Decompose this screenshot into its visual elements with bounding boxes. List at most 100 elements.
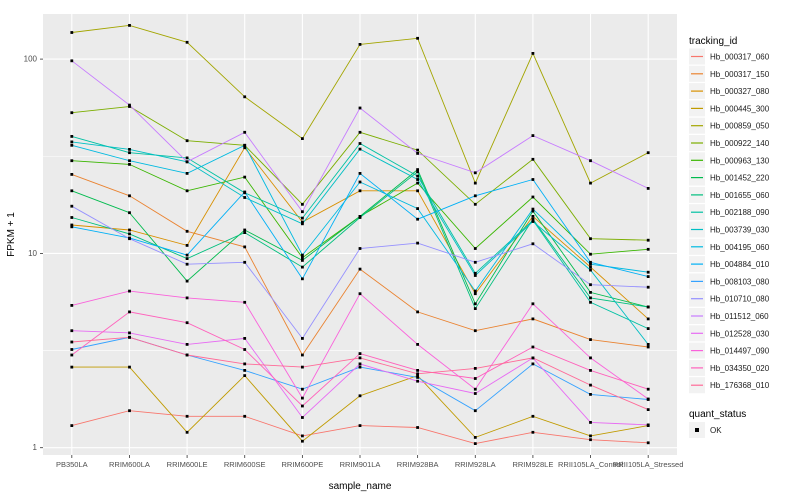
data-point	[646, 345, 650, 349]
data-point	[416, 148, 419, 152]
data-point	[301, 265, 304, 269]
data-point	[531, 195, 535, 199]
data-point	[646, 187, 650, 190]
data-point	[358, 292, 362, 296]
data-point	[589, 260, 592, 264]
data-point	[185, 414, 189, 418]
data-point	[358, 365, 362, 369]
legend-label-tracking-id: Hb_004195_060	[710, 243, 770, 252]
data-point	[589, 159, 592, 163]
data-point	[243, 348, 247, 351]
data-point	[128, 335, 131, 339]
data-point	[185, 353, 189, 357]
data-point	[589, 356, 592, 360]
data-point	[416, 170, 419, 174]
x-tick-label: RRIM928LA	[455, 460, 496, 469]
data-point	[243, 95, 247, 99]
data-point	[243, 190, 247, 194]
data-point	[358, 394, 362, 398]
data-point	[70, 140, 74, 144]
data-point	[185, 430, 189, 434]
data-point	[589, 181, 592, 185]
data-point	[185, 321, 189, 325]
data-point	[416, 426, 419, 429]
legend-label-tracking-id: Hb_001655_060	[710, 191, 770, 200]
data-point	[531, 430, 535, 434]
legend-label-tracking-id: Hb_000327_080	[710, 87, 770, 96]
data-point	[473, 171, 477, 175]
data-point	[531, 242, 535, 246]
data-point	[646, 238, 650, 242]
data-point	[589, 291, 592, 294]
y-tick-label: 10	[28, 249, 37, 258]
gridlines	[43, 14, 677, 455]
data-point	[243, 130, 247, 134]
data-point	[416, 152, 419, 155]
data-point	[301, 439, 304, 443]
data-point	[589, 237, 592, 241]
data-point	[70, 31, 74, 34]
data-point	[646, 305, 650, 309]
data-point	[473, 442, 477, 445]
data-point	[128, 310, 131, 314]
data-point	[416, 189, 419, 193]
legend-label-tracking-id: Hb_003739_030	[710, 226, 770, 235]
x-tick-label: RRIM600PE	[282, 460, 324, 469]
data-point	[243, 300, 247, 304]
data-point	[646, 441, 650, 445]
data-point	[128, 232, 131, 236]
data-point	[589, 283, 592, 287]
data-point	[531, 207, 535, 211]
data-point	[646, 151, 650, 155]
data-point	[416, 181, 419, 185]
data-point	[243, 362, 247, 366]
data-point	[531, 302, 535, 306]
data-point	[243, 196, 247, 199]
legend-label-tracking-id: Hb_001452_220	[710, 174, 770, 183]
x-axis-title: sample_name	[329, 481, 392, 492]
data-point	[473, 392, 477, 395]
data-point	[358, 180, 362, 184]
data-point	[243, 228, 247, 232]
data-point	[531, 220, 535, 223]
data-point	[589, 252, 592, 256]
y-tick-label: 1	[33, 443, 38, 452]
data-point	[473, 292, 477, 296]
data-point	[589, 434, 592, 438]
data-point	[416, 168, 419, 171]
data-point	[531, 157, 535, 161]
data-point	[301, 259, 304, 262]
data-point	[358, 189, 362, 193]
legend-title-quant-status: quant_status	[689, 409, 746, 420]
data-point	[70, 348, 74, 351]
data-point	[416, 343, 419, 346]
data-point	[646, 275, 650, 278]
data-point	[243, 231, 247, 234]
data-point	[185, 279, 189, 283]
data-point	[358, 172, 362, 175]
data-point	[473, 409, 477, 413]
data-point	[473, 307, 477, 310]
legend-key-square-point	[695, 428, 699, 432]
data-point	[646, 408, 650, 411]
data-point	[128, 228, 131, 232]
data-point	[70, 159, 74, 163]
data-point	[301, 434, 304, 438]
data-point	[473, 329, 477, 333]
data-point	[646, 327, 650, 330]
data-point	[416, 217, 419, 221]
y-tick-label: 100	[24, 55, 38, 64]
x-tick-label: RRIM928LE	[512, 460, 553, 469]
data-point	[70, 365, 74, 369]
data-point	[589, 338, 592, 341]
data-point	[243, 143, 247, 147]
data-point	[70, 304, 74, 307]
data-point	[301, 387, 304, 391]
data-point	[185, 244, 189, 247]
x-tick-label: RRIM901LA	[340, 460, 381, 469]
data-point	[301, 202, 304, 206]
data-point	[128, 237, 131, 241]
data-point	[358, 362, 362, 366]
x-tick-label: RRII105LA_Stressed	[613, 460, 683, 469]
